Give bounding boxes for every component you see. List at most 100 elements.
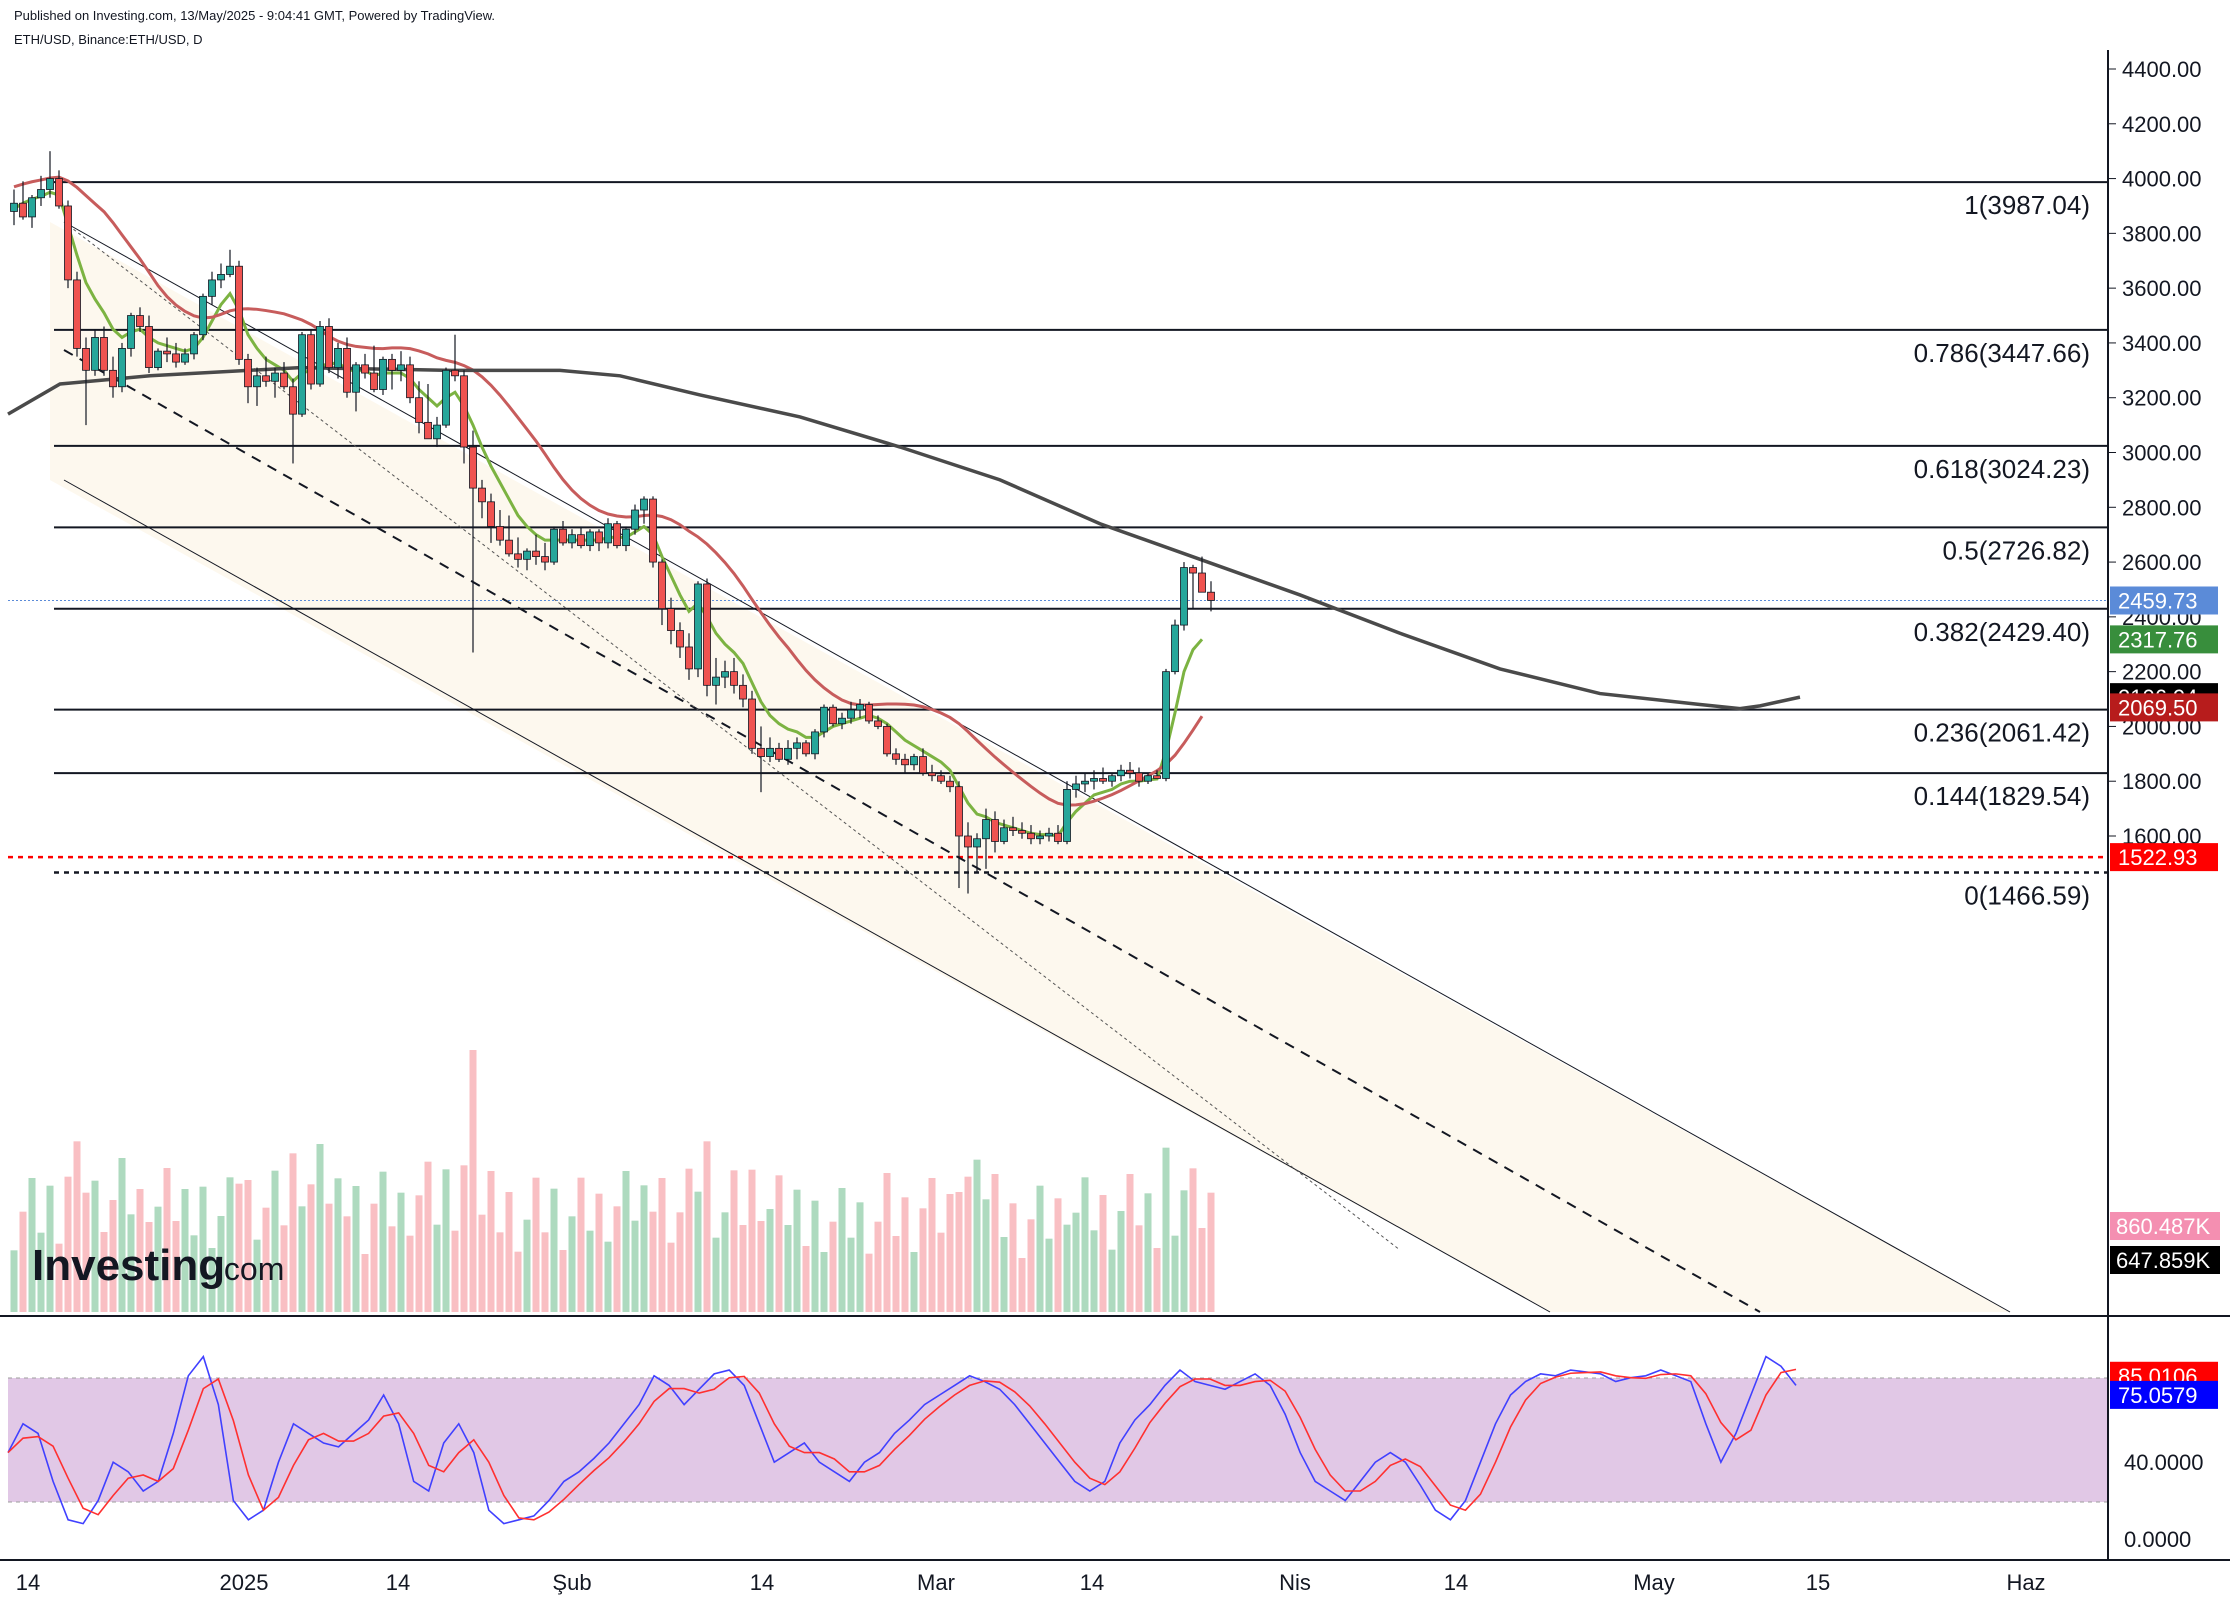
candle-body: [703, 583, 711, 686]
candle-body: [244, 358, 252, 388]
channel-quarter-line: [63, 221, 1401, 1251]
volume-bar: [568, 1216, 576, 1312]
candle-body: [622, 528, 630, 547]
candle-body: [1189, 567, 1197, 574]
volume-bar: [1171, 1235, 1179, 1312]
volume-bar: [946, 1194, 954, 1312]
candle-body: [334, 348, 342, 368]
candle-body: [28, 197, 36, 218]
volume-bar: [730, 1170, 738, 1312]
candle-body: [487, 501, 495, 527]
channel-upper-line: [63, 221, 2011, 1313]
candle-body: [748, 698, 756, 749]
price-tick-label: 2800.00: [2122, 495, 2202, 520]
volume-bar: [883, 1173, 891, 1312]
volume-bar: [370, 1203, 378, 1312]
candle-body: [496, 526, 504, 541]
volume-bar: [316, 1144, 324, 1312]
price-tick-label: 3800.00: [2122, 221, 2202, 246]
volume-bar: [91, 1180, 99, 1312]
channel-fill: [50, 222, 2010, 1312]
volume-bar: [244, 1180, 252, 1312]
volume-bar: [1117, 1211, 1125, 1312]
candle-body: [1036, 835, 1044, 840]
volume-bar: [1153, 1248, 1161, 1312]
stoch-badge: [2110, 1380, 2218, 1409]
investing-logo: Investing .com: [32, 1241, 284, 1290]
price-tick-label: 3200.00: [2122, 386, 2202, 411]
symbol-label: ETH/USD, Binance:ETH/USD, D: [14, 32, 203, 47]
volume-bar: [784, 1225, 792, 1312]
volume-layer: [10, 1050, 1215, 1312]
candle-body: [1108, 775, 1116, 782]
volume-bar: [271, 1170, 279, 1312]
volume-bar: [10, 1250, 18, 1312]
volume-bar: [154, 1206, 162, 1312]
volume-bar: [433, 1224, 441, 1312]
volume-bar: [505, 1192, 513, 1312]
volume-bar: [469, 1050, 477, 1312]
volume-bar: [631, 1220, 639, 1312]
candle-body: [505, 539, 513, 555]
volume-bar: [766, 1209, 774, 1312]
candle-body: [352, 364, 360, 393]
price-tick-label: 3600.00: [2122, 276, 2202, 301]
candle-body: [199, 295, 207, 336]
volume-bar: [280, 1225, 288, 1312]
candle-body: [118, 348, 126, 388]
candle-body: [829, 706, 837, 725]
fib-label: 0(1466.59): [1964, 881, 2090, 911]
volume-bar: [253, 1239, 261, 1312]
candle-body: [892, 753, 900, 760]
volume-bar: [460, 1165, 468, 1312]
candle-body: [991, 819, 999, 842]
candle-body: [73, 279, 81, 349]
candle-body: [1162, 671, 1170, 779]
fib-label: 0.5(2726.82): [1943, 535, 2090, 565]
candle-body: [415, 397, 423, 423]
volume-bar: [676, 1212, 684, 1312]
candle-body: [856, 704, 864, 711]
price-tick-label: 4400.00: [2122, 57, 2202, 82]
volume-bar: [145, 1222, 153, 1312]
volume-bar: [1144, 1193, 1152, 1312]
volume-bar: [19, 1211, 27, 1312]
candle-body: [235, 265, 243, 360]
volume-bar: [37, 1232, 45, 1312]
candle-body: [397, 364, 405, 371]
volume-bar: [712, 1237, 720, 1312]
candle-body: [586, 531, 594, 547]
candle-body: [541, 556, 549, 563]
candle-body: [1072, 783, 1080, 790]
volume-bar: [865, 1253, 873, 1312]
volume-bar: [1135, 1225, 1143, 1312]
price-tick-label: 3000.00: [2122, 441, 2202, 466]
volume-bar: [46, 1185, 54, 1312]
volume-bar: [325, 1203, 333, 1312]
candle-body: [289, 386, 297, 415]
volume-bar: [343, 1216, 351, 1312]
volume-bar: [559, 1250, 567, 1312]
volume-bar: [235, 1183, 243, 1312]
candle-body: [64, 205, 72, 281]
candle-body: [181, 353, 189, 363]
candle-body: [766, 747, 774, 757]
volume-bar: [622, 1171, 630, 1312]
volume-bar: [775, 1175, 783, 1312]
candle-body: [469, 446, 477, 489]
candle-body: [523, 550, 531, 560]
volume-bar: [100, 1232, 108, 1312]
candle-body: [208, 279, 216, 297]
volume-badge: [2110, 1212, 2220, 1240]
volume-bar: [973, 1159, 981, 1312]
stoch-badge-label: 75.0579: [2118, 1383, 2198, 1408]
fib-label: 0.382(2429.40): [1914, 617, 2090, 647]
candle-body: [262, 375, 270, 382]
volume-bar: [721, 1212, 729, 1312]
volume-bar: [55, 1243, 63, 1312]
candle-body: [928, 772, 936, 777]
candle-body: [316, 326, 324, 385]
volume-bar: [1036, 1185, 1044, 1312]
volume-bar: [640, 1185, 648, 1312]
volume-bar: [928, 1178, 936, 1312]
